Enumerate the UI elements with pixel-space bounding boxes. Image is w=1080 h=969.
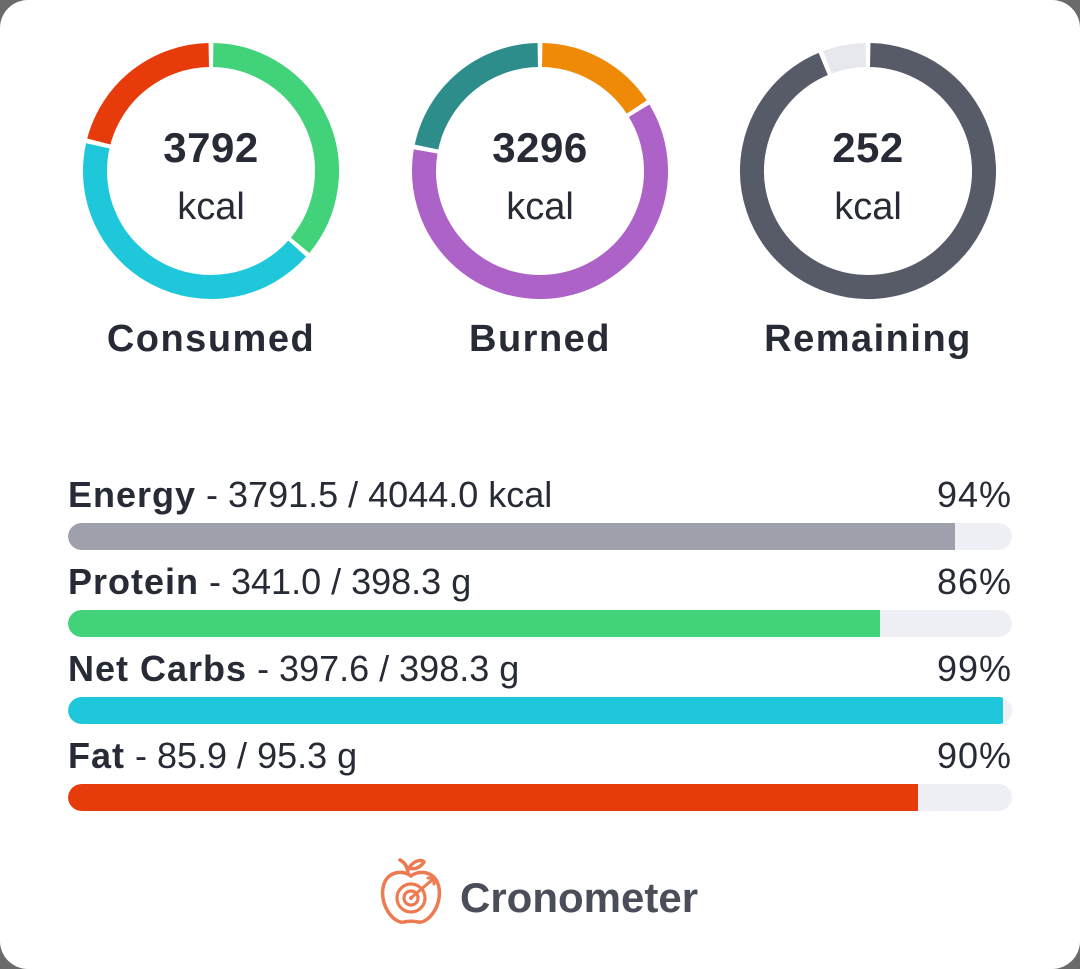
target-name: Fat (68, 735, 125, 776)
progress-bar-track (68, 784, 1012, 811)
progress-bar-fill (68, 610, 880, 637)
target-percent: 86% (936, 561, 1012, 602)
target-percent: 99% (936, 648, 1012, 689)
progress-bar-track (68, 697, 1012, 724)
consumed-ring-block[interactable]: 3792 kcal Consumed (56, 36, 356, 376)
remaining-ring-block[interactable]: 252 kcal Remaining (713, 36, 1013, 376)
brand-logo: Cronometer (378, 856, 708, 928)
target-detail: - 3791.5 / 4044.0 kcal (196, 474, 553, 515)
ring-segment-left (823, 43, 867, 74)
target-percent: 94% (936, 474, 1012, 515)
target-row-net-carbs[interactable]: Net Carbs - 397.6 / 398.3 g 99% (68, 640, 1012, 727)
target-row-protein[interactable]: Protein - 341.0 / 398.3 g 86% (68, 553, 1012, 640)
remaining-label: Remaining (764, 318, 972, 360)
progress-bar-fill (68, 523, 956, 550)
target-detail: - 85.9 / 95.3 g (125, 735, 358, 776)
progress-bar-track (68, 610, 1012, 637)
ring-segment-fat (87, 43, 210, 145)
ring-segment-bmr (412, 104, 668, 299)
target-name: Protein (68, 561, 200, 602)
progress-bar-track (68, 523, 1012, 550)
consumed-ring-chart (83, 43, 339, 299)
ring-segment-carbs (83, 143, 307, 299)
consumed-value: 3792 (163, 124, 259, 171)
ring-segment-used (740, 43, 996, 299)
target-detail: - 341.0 / 398.3 g (199, 561, 472, 602)
remaining-value: 252 (832, 124, 904, 171)
apple-target-icon (380, 858, 442, 924)
target-row-energy[interactable]: Energy - 3791.5 / 4044.0 kcal 94% (68, 466, 1012, 553)
remaining-unit: kcal (834, 186, 902, 228)
consumed-unit: kcal (177, 186, 245, 228)
target-percent: 90% (936, 735, 1012, 776)
nutrition-targets: Energy - 3791.5 / 4044.0 kcal 94% Protei… (68, 466, 1012, 814)
progress-bar-fill (68, 784, 918, 811)
brand-name: Cronometer (460, 874, 699, 921)
ring-segment-tef (541, 43, 647, 114)
target-name: Energy (68, 474, 197, 515)
target-detail: - 397.6 / 398.3 g (247, 648, 520, 689)
consumed-label: Consumed (106, 318, 316, 360)
burned-ring-block[interactable]: 3296 kcal Burned (385, 36, 685, 376)
energy-rings: 3792 kcal Consumed 3296 kcal Burned 252 … (0, 0, 1080, 400)
ring-segment-protein (212, 43, 339, 253)
burned-ring-chart (412, 43, 668, 299)
burned-label: Burned (469, 318, 611, 360)
target-row-fat[interactable]: Fat - 85.9 / 95.3 g 90% (68, 727, 1012, 814)
target-name: Net Carbs (68, 648, 248, 689)
burned-value: 3296 (492, 124, 588, 171)
ring-segment-activity (414, 43, 539, 150)
remaining-ring-chart (740, 43, 996, 299)
progress-bar-fill (68, 697, 1003, 724)
burned-unit: kcal (506, 186, 574, 228)
